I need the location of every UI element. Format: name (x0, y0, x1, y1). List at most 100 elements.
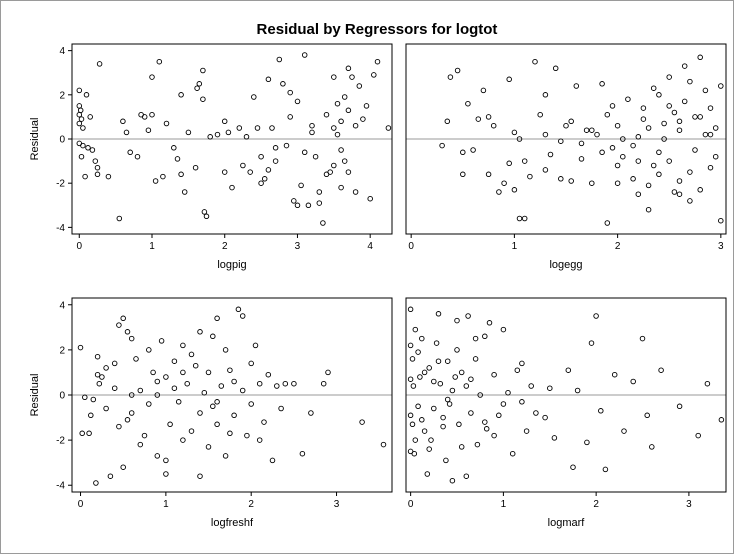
data-point (87, 114, 93, 120)
data-point (82, 394, 88, 401)
data-point (707, 131, 714, 138)
data-point (424, 471, 431, 477)
data-point (356, 83, 363, 89)
data-point (205, 369, 212, 376)
data-point (506, 76, 512, 83)
data-point (444, 396, 451, 403)
data-point (578, 156, 585, 162)
data-point (76, 120, 83, 127)
data-point (456, 421, 462, 428)
data-point (516, 136, 523, 142)
data-point (192, 362, 199, 369)
data-point (676, 191, 683, 197)
data-point (221, 169, 228, 175)
data-point (107, 473, 114, 479)
data-point (367, 195, 373, 202)
data-point (163, 120, 170, 127)
data-point (552, 65, 559, 72)
x-tick-label: 1 (512, 241, 518, 252)
data-point (666, 158, 672, 164)
x-tick-label: 2 (615, 241, 621, 252)
data-point (521, 215, 528, 222)
data-point (635, 158, 642, 164)
data-point (120, 118, 126, 125)
data-point (593, 313, 599, 319)
x-tick-label: 1 (149, 241, 155, 252)
data-point (111, 385, 118, 391)
data-point (486, 320, 493, 326)
data-point (568, 118, 574, 125)
data-point (174, 156, 181, 162)
data-point (611, 371, 618, 378)
data-point (137, 387, 144, 394)
data-point (163, 374, 169, 380)
data-point (460, 171, 466, 178)
data-point (519, 360, 525, 367)
data-point (116, 322, 122, 328)
data-point (149, 74, 155, 80)
data-point (116, 215, 123, 222)
data-point (258, 180, 264, 186)
data-point (299, 450, 306, 457)
data-point (380, 441, 387, 448)
data-point (412, 326, 419, 333)
data-point (537, 111, 543, 118)
data-point (640, 116, 647, 122)
data-point (180, 437, 186, 443)
data-point (482, 419, 488, 425)
data-point (308, 410, 314, 416)
data-point (120, 315, 126, 322)
data-point (551, 435, 558, 441)
data-point (96, 380, 103, 387)
data-point (421, 369, 428, 376)
data-point (630, 378, 636, 385)
data-point (194, 85, 200, 91)
data-point (76, 111, 83, 118)
data-point (440, 414, 446, 421)
data-point (133, 356, 139, 362)
data-point (542, 414, 548, 421)
data-point (325, 369, 331, 376)
data-point (239, 313, 246, 319)
data-point (156, 58, 163, 65)
data-point (341, 158, 348, 164)
panel-logmarf: 0 1 2 3 logmarf (405, 297, 727, 529)
data-point (331, 74, 337, 80)
data-point (261, 419, 267, 425)
data-point (496, 189, 502, 195)
data-point (76, 103, 83, 109)
data-point (570, 464, 576, 470)
x-tick-label: 3 (334, 499, 340, 510)
data-point (645, 182, 652, 189)
data-point (426, 365, 432, 371)
data-point (712, 153, 719, 160)
data-point (697, 54, 703, 61)
data-point (291, 198, 297, 204)
data-point (320, 220, 326, 226)
data-point (409, 356, 416, 362)
data-point (94, 164, 101, 171)
data-point (656, 92, 662, 98)
data-point (547, 385, 553, 391)
data-point (88, 412, 94, 419)
data-point (419, 335, 425, 342)
data-point (334, 100, 341, 107)
data-point (523, 428, 530, 434)
data-point (630, 142, 636, 149)
data-point (244, 432, 250, 439)
data-point (482, 333, 488, 340)
data-point (345, 169, 352, 175)
data-point (154, 453, 161, 459)
data-point (483, 426, 490, 432)
data-point (704, 380, 711, 387)
data-point (178, 92, 184, 98)
data-point (192, 164, 199, 171)
data-point (359, 419, 365, 425)
data-point (650, 85, 657, 91)
data-point (439, 142, 445, 149)
data-point (240, 162, 246, 169)
y-tick-label: -4 (56, 223, 65, 234)
data-point (602, 466, 609, 473)
data-point (604, 111, 611, 118)
data-point (485, 114, 492, 120)
